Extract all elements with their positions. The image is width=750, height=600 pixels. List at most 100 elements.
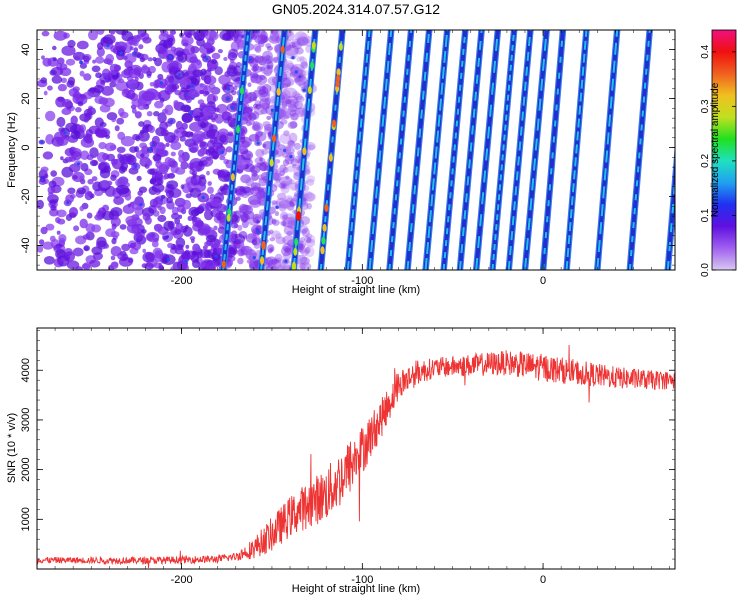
spectrogram-noise-cell — [279, 265, 286, 270]
spectrogram-noise-cell — [192, 130, 206, 142]
spectrogram-noise-cell — [180, 87, 188, 93]
spectrogram-noise-cell — [283, 222, 287, 228]
spectrogram-noise-cell — [301, 227, 310, 238]
spectrogram-noise-cell — [192, 69, 201, 77]
spectrogram-noise-cell — [113, 196, 124, 205]
spectrogram-noise-cell — [300, 228, 308, 235]
spectrogram-noise-cell — [72, 247, 84, 257]
spectrogram-noise-cell — [85, 223, 96, 233]
spectrogram-noise-cell — [282, 77, 295, 87]
spectrogram-noise-cell — [157, 214, 167, 223]
spectrogram-noise-cell — [109, 63, 121, 73]
spectrogram-noise-cell — [203, 42, 213, 49]
spectrogram-noise-cell — [283, 225, 296, 236]
spectrogram-noise-cell — [207, 181, 212, 186]
spectrogram-noise-cell — [282, 87, 298, 99]
spectrogram-hotspot — [269, 158, 274, 167]
spectrogram-noise-cell — [139, 57, 145, 63]
spectrogram-noise-cell — [294, 31, 307, 42]
spectrogram-noise-cell — [287, 121, 298, 129]
spectrogram-noise-cell — [197, 99, 205, 105]
spectrogram-noise-cell — [170, 151, 176, 157]
snr-x-tick-label: -100 — [351, 574, 373, 586]
spectrogram-noise-cell — [137, 103, 147, 110]
spectrogram-noise-cell — [282, 251, 292, 261]
spectrogram-noise-cell — [269, 229, 274, 235]
spectrogram-noise-cell — [117, 252, 125, 260]
spectrogram-noise-cell — [283, 45, 299, 56]
colorbar-tick-label: 0.2 — [700, 154, 711, 168]
spectrogram-noise-cell — [219, 134, 227, 143]
spectrogram-noise-cell — [273, 181, 280, 188]
spectrogram-noise-cell — [279, 199, 292, 209]
spectrogram-noise-cell — [294, 47, 304, 55]
spectrogram-noise-cell — [177, 73, 181, 77]
spectrogram-hotspot — [294, 238, 299, 247]
spectrogram-noise-cell — [61, 98, 73, 108]
spectrogram-noise-cell — [191, 251, 198, 256]
spectrogram-noise-cell — [286, 107, 297, 116]
spectrogram-noise-cell — [142, 212, 151, 221]
spectrogram-noise-cell — [199, 263, 205, 269]
spectrogram-noise-cell — [40, 166, 49, 173]
spectrogram-noise-cell — [252, 256, 256, 260]
spectrogram-noise-cell — [300, 262, 312, 270]
spectrogram-noise-cell — [187, 215, 193, 221]
spectrogram-line — [422, 30, 451, 270]
spectrogram-noise-cell — [278, 203, 287, 212]
snr-x-tick-label: 0 — [540, 574, 546, 586]
spectrogram-line — [404, 30, 433, 270]
spectrogram-noise-cell — [180, 184, 185, 190]
spectrogram-frame — [36, 29, 676, 271]
spectrogram-noise-cell — [157, 112, 167, 124]
spectrogram-noise-cell — [38, 239, 45, 246]
spectrogram-noise-cell — [223, 57, 228, 61]
spectrogram-noise-cell — [204, 209, 214, 221]
spectrogram-noise-cell — [297, 36, 309, 46]
spectrogram-noise-cell — [284, 100, 293, 107]
spectrogram-noise-cell — [245, 177, 254, 187]
spectrogram-noise-cell — [66, 260, 80, 270]
spectrogram-noise-cell — [237, 257, 244, 265]
spectrogram-noise-cell — [52, 45, 57, 51]
spectrogram-noise-cell — [203, 75, 212, 85]
spectrogram-noise-cell — [74, 55, 80, 61]
spectrogram-hotspot — [291, 263, 296, 270]
spectrogram-noise-cell — [279, 199, 293, 210]
colorbar-tick-label: 0.4 — [700, 44, 711, 58]
spectrogram-noise-cell — [115, 81, 130, 92]
snr-y-tick-label: 1000 — [20, 507, 32, 531]
spectrogram-noise-cell — [58, 237, 66, 245]
spectrogram-hotspot — [240, 87, 244, 95]
spectrogram-noise-cell — [79, 175, 84, 181]
spectrogram-line-core — [628, 30, 651, 270]
spectrogram-line — [664, 143, 675, 270]
colorbar-ticks: 0.0 0.1 0.2 0.3 0.4 — [700, 44, 736, 277]
spectrogram-noise-cell — [288, 179, 296, 185]
spectrogram-noise-cell — [91, 176, 98, 182]
spectrogram-noise-cell — [206, 93, 216, 105]
spectrogram-noise-cell — [300, 248, 309, 257]
spectrogram-noise-cell — [291, 38, 301, 48]
spectrogram-noise-cell — [278, 109, 288, 120]
spectrogram-lines — [219, 30, 675, 270]
spectrogram-noise-cell — [102, 34, 116, 45]
spectrogram-line-body — [540, 30, 566, 270]
spectrogram-noise-cell — [284, 49, 298, 59]
spectrogram-noise-cell — [40, 226, 48, 235]
snr-x-tick-label: -200 — [171, 574, 193, 586]
spectrogram-hotspot — [321, 236, 326, 245]
spectrogram-noise-cell — [256, 30, 266, 39]
spectrogram-noise-cell — [243, 210, 255, 220]
spectrogram-line — [539, 30, 567, 270]
spectrogram-noise-cell — [189, 236, 196, 241]
spectrogram-noise-cell — [192, 217, 202, 228]
spectrogram-noise-cell — [272, 172, 280, 181]
spectrogram-noise-cell — [280, 211, 289, 221]
spectrogram-noise-cell — [299, 262, 306, 270]
spectrogram-noise-cell — [278, 258, 292, 270]
spectrogram-noise-cell — [158, 46, 167, 55]
spectrogram-hotspot — [311, 41, 316, 50]
spectrogram-y-tick-label: 40 — [20, 43, 32, 55]
spectrogram-noise-cell — [277, 144, 286, 151]
